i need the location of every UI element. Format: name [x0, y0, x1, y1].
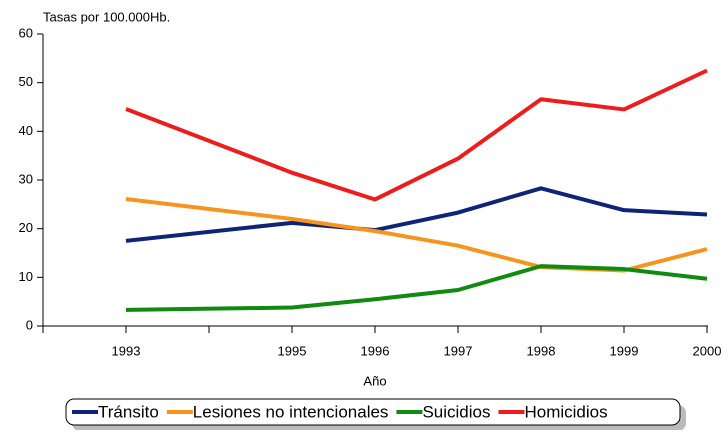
series-line: [125, 68, 708, 202]
y-tick-label: 50: [19, 74, 33, 89]
legend-label: Suicidios: [422, 402, 490, 421]
x-tick-label: 1997: [444, 343, 473, 358]
x-axis-label: Año: [363, 373, 386, 388]
x-tick-label: 1996: [361, 343, 390, 358]
legend-label: Lesiones no intencionales: [193, 402, 389, 421]
chart-title: Tasas por 100.000Hb.: [43, 9, 170, 24]
y-tick-label: 40: [19, 123, 33, 138]
series-line: [125, 264, 708, 312]
series-line: [125, 186, 708, 243]
x-tick-label: 1998: [527, 343, 556, 358]
x-tick-label: 1995: [278, 343, 307, 358]
y-tick-label: 30: [19, 171, 33, 186]
legend: Tránsito Lesiones no intencionales Suicidi…: [72, 402, 608, 421]
x-tick-label: 2000: [693, 343, 722, 358]
y-tick-label: 0: [26, 317, 33, 332]
x-tick-label: 1993: [112, 343, 141, 358]
y-tick-label: 10: [19, 269, 33, 284]
legend-label: Homicidios: [524, 402, 607, 421]
y-tick-label: 20: [19, 220, 33, 235]
legend-box: [65, 398, 681, 426]
legend-label: Tránsito: [98, 402, 159, 421]
y-tick-label: 60: [19, 25, 33, 40]
x-tick-label: 1999: [610, 343, 639, 358]
